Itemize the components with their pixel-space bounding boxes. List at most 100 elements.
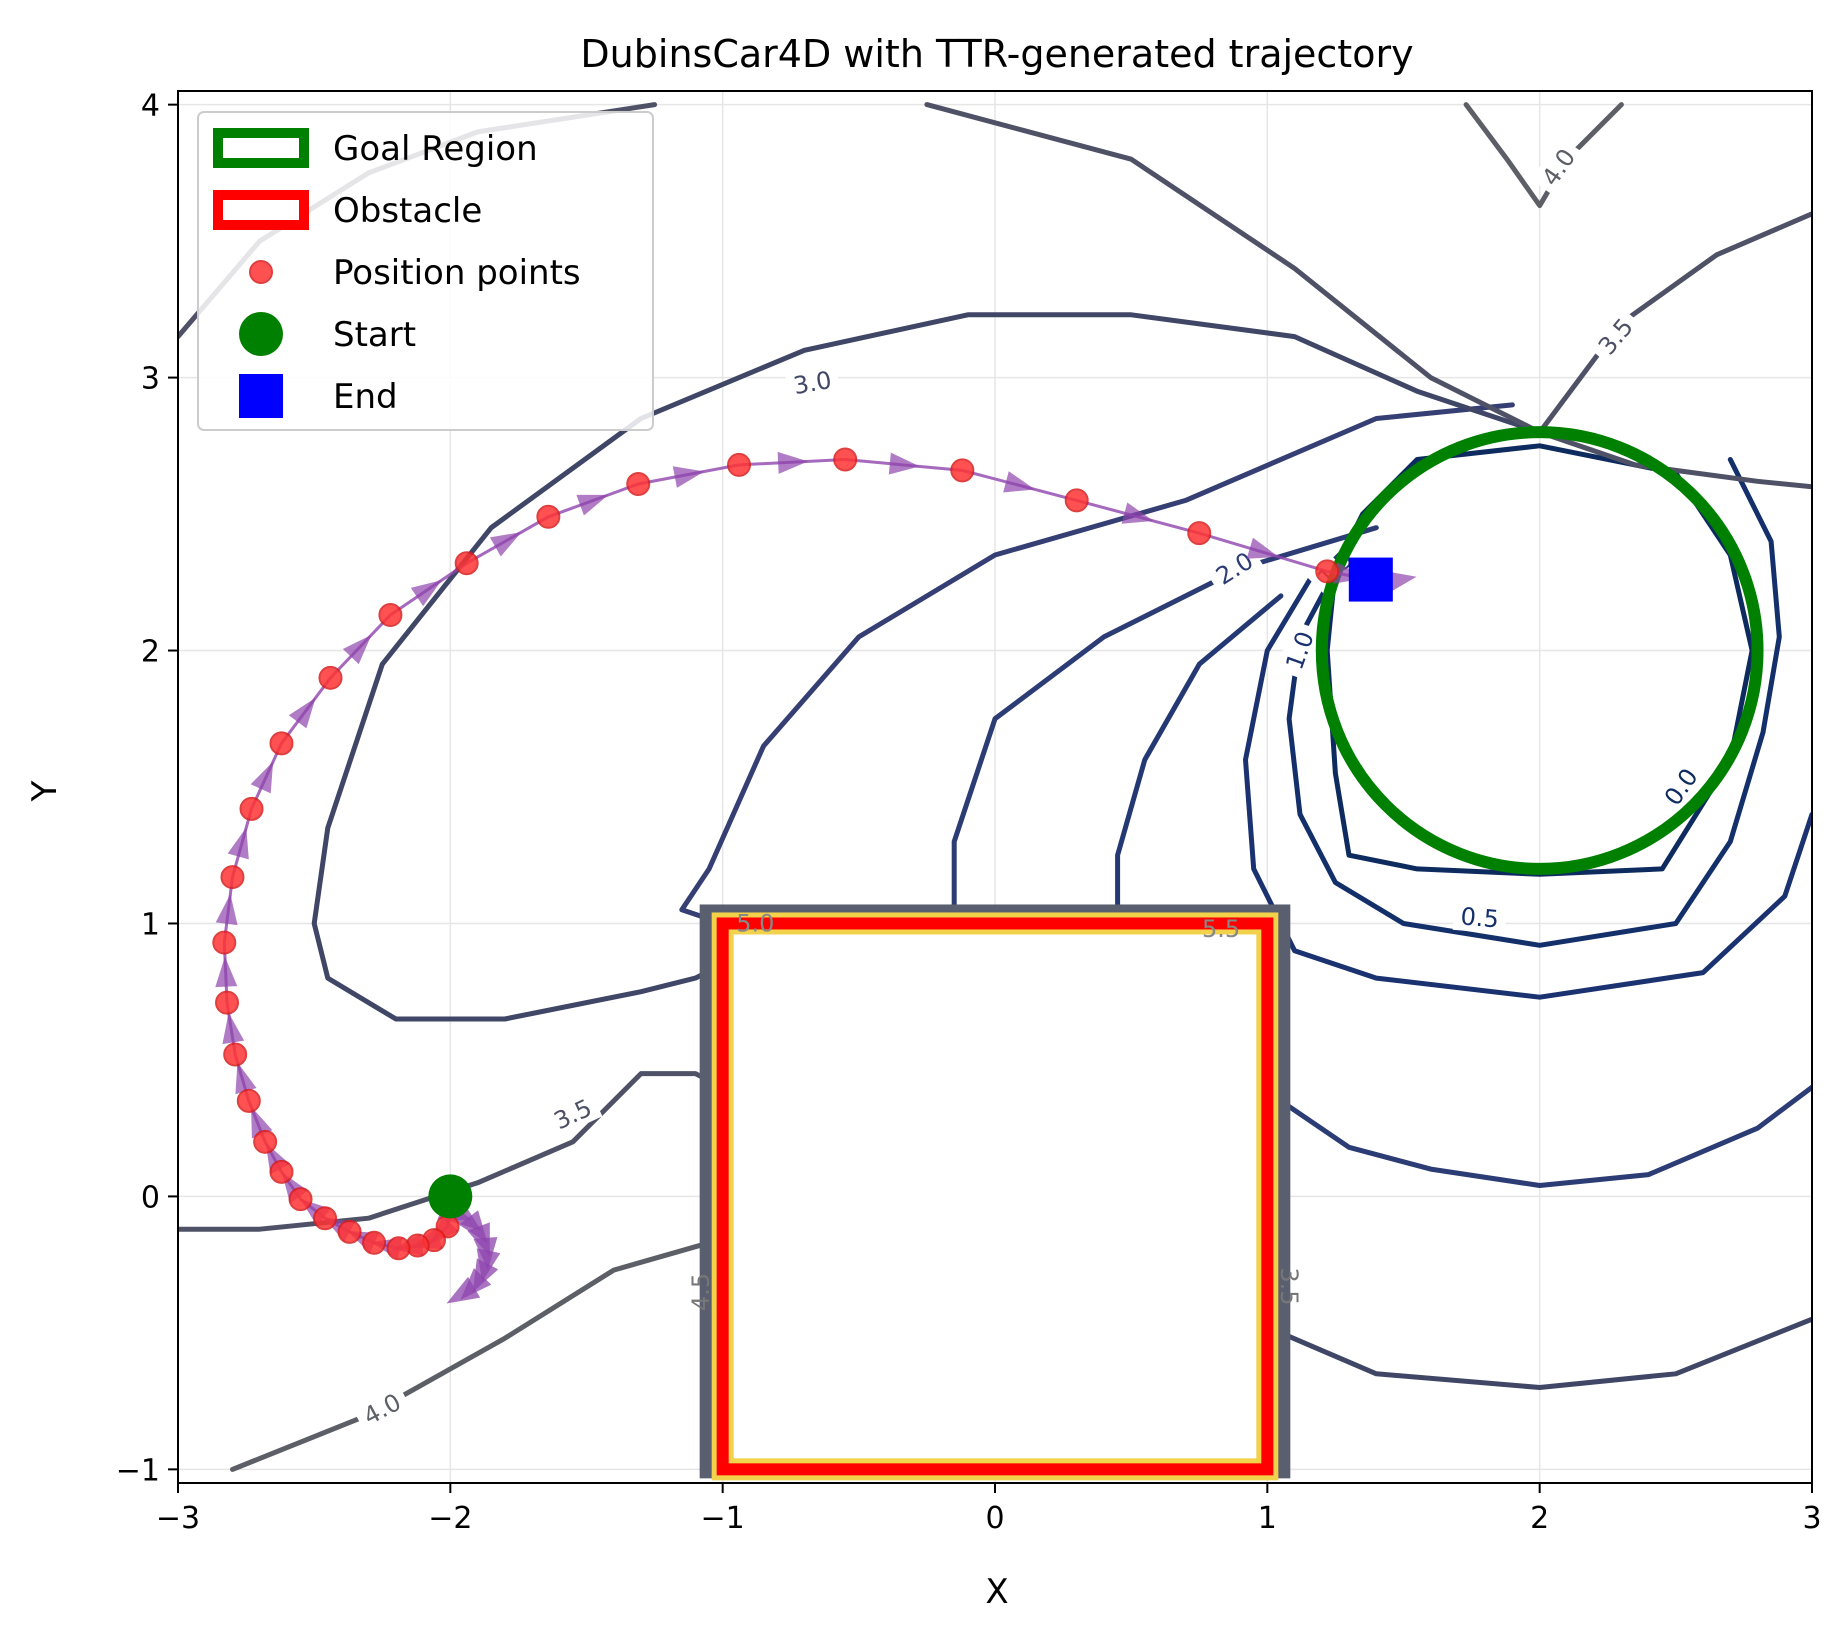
position-point <box>215 990 240 1015</box>
trajectory-arrow <box>215 893 238 926</box>
position-point <box>313 1206 338 1231</box>
position-point <box>1064 488 1089 513</box>
goal-region <box>1315 426 1764 875</box>
obstacle-contour-label: 4.5 <box>687 1273 715 1311</box>
trajectory-arrow <box>888 452 920 475</box>
contour-line <box>1115 593 1284 926</box>
obstacle-inner-band <box>711 912 1279 1481</box>
obstacle-contour-label: 3.5 <box>1275 1267 1303 1305</box>
contour-line <box>924 102 1812 490</box>
position-point <box>220 865 245 890</box>
plot-area: 0.00.51.01.52.03.03.53.54.04.05.05.54.53… <box>178 91 1812 1483</box>
position-point <box>269 731 294 756</box>
position-point <box>454 551 479 576</box>
trajectory-arrow <box>1003 471 1035 493</box>
start-marker <box>428 1174 473 1219</box>
legend-label: Start <box>333 315 416 355</box>
trajectory-arrow <box>1121 502 1154 524</box>
contour-line <box>230 1240 712 1472</box>
trajectory-arrow <box>1246 537 1279 559</box>
position-point <box>239 796 264 821</box>
plot-content: 0.00.51.01.52.03.03.53.54.04.05.05.54.53… <box>178 91 1812 1483</box>
legend-label: Obstacle <box>333 191 482 231</box>
trajectory-arrow <box>576 494 609 516</box>
x-tick-label: 1 <box>1258 1501 1277 1536</box>
contour-line <box>311 312 1543 1022</box>
y-tick-label: 0 <box>141 1180 160 1215</box>
trajectory-arrow <box>1385 571 1417 593</box>
x-tick-label: 0 <box>985 1501 1004 1536</box>
trajectory-arrow <box>250 761 274 794</box>
position-point <box>318 665 343 690</box>
contour-label-bg <box>1452 899 1508 935</box>
legend-swatch-start <box>239 312 283 356</box>
contour-label-bg <box>351 1382 412 1434</box>
y-tick-label: 1 <box>141 907 160 942</box>
position-point <box>269 1159 294 1184</box>
legend-swatch-end <box>239 374 283 418</box>
position-point <box>1315 559 1340 584</box>
position-point <box>362 1230 387 1255</box>
legend-label: End <box>333 377 398 417</box>
contour-line <box>1278 1084 1812 1188</box>
legend-swatch-points <box>249 260 273 284</box>
trajectory-arrow <box>235 1062 257 1095</box>
contour-label-bg <box>1586 306 1644 366</box>
contour-line <box>1243 566 1812 1000</box>
position-point <box>727 452 752 477</box>
trajectory-arrow <box>342 634 372 665</box>
position-point <box>236 1088 261 1113</box>
legend-box <box>197 111 654 431</box>
trajectory-arrow <box>446 1276 481 1304</box>
contour-line <box>951 525 1379 926</box>
end-marker <box>1348 557 1393 602</box>
x-tick-label: −2 <box>428 1501 472 1536</box>
contour-line <box>1286 457 1782 948</box>
y-tick-label: 4 <box>141 89 160 124</box>
position-point <box>626 472 651 497</box>
trajectory-arrow <box>288 697 316 729</box>
contour-label-bg <box>542 1089 603 1139</box>
y-tick-label: 3 <box>141 362 160 397</box>
trajectory-arrow <box>410 580 442 607</box>
x-tick-label: −3 <box>156 1501 200 1536</box>
legend-label: Position points <box>333 253 581 293</box>
contour-label: 0.5 <box>1460 902 1500 933</box>
legend-swatch-obstacle <box>213 190 309 230</box>
obstacle-region <box>716 917 1274 1476</box>
position-point <box>950 458 975 483</box>
contour-line <box>1537 211 1812 435</box>
contour-label-bg <box>1276 620 1323 680</box>
position-point <box>386 1236 411 1261</box>
legend-label: Goal Region <box>333 129 538 169</box>
contour-line <box>1463 102 1624 209</box>
contour-label-bg <box>784 362 841 402</box>
trajectory-arrow <box>672 466 705 488</box>
contour-label-bg <box>1653 756 1708 817</box>
y-axis-label: Y <box>25 780 65 802</box>
x-tick-label: −1 <box>701 1501 745 1536</box>
contour-line <box>178 1071 726 1232</box>
axes: −3 −2 −1 0 1 2 3 −1 0 1 2 3 4 <box>116 89 1822 1536</box>
y-tick-label: 2 <box>141 635 160 670</box>
chart-title: DubinsCar4D with TTR-generated trajector… <box>580 32 1413 76</box>
position-point <box>212 930 237 955</box>
x-tick-label: 2 <box>1530 1501 1549 1536</box>
position-point <box>288 1187 313 1212</box>
trajectory-arrow <box>227 827 249 860</box>
obstacle-contour-label: 5.5 <box>1202 915 1240 943</box>
trajectory-arrow <box>777 451 809 474</box>
position-point <box>536 504 561 529</box>
trajectory-arrow <box>215 956 238 988</box>
obstacle-contour-label: 5.0 <box>736 909 774 937</box>
y-tick-label: −1 <box>116 1453 160 1488</box>
position-point <box>378 603 403 628</box>
x-tick-label: 3 <box>1802 1501 1821 1536</box>
position-point <box>833 447 858 472</box>
x-axis-label: X <box>985 1572 1008 1612</box>
position-point <box>253 1129 278 1154</box>
position-point <box>1187 521 1212 546</box>
trajectory-arrow <box>489 532 522 557</box>
